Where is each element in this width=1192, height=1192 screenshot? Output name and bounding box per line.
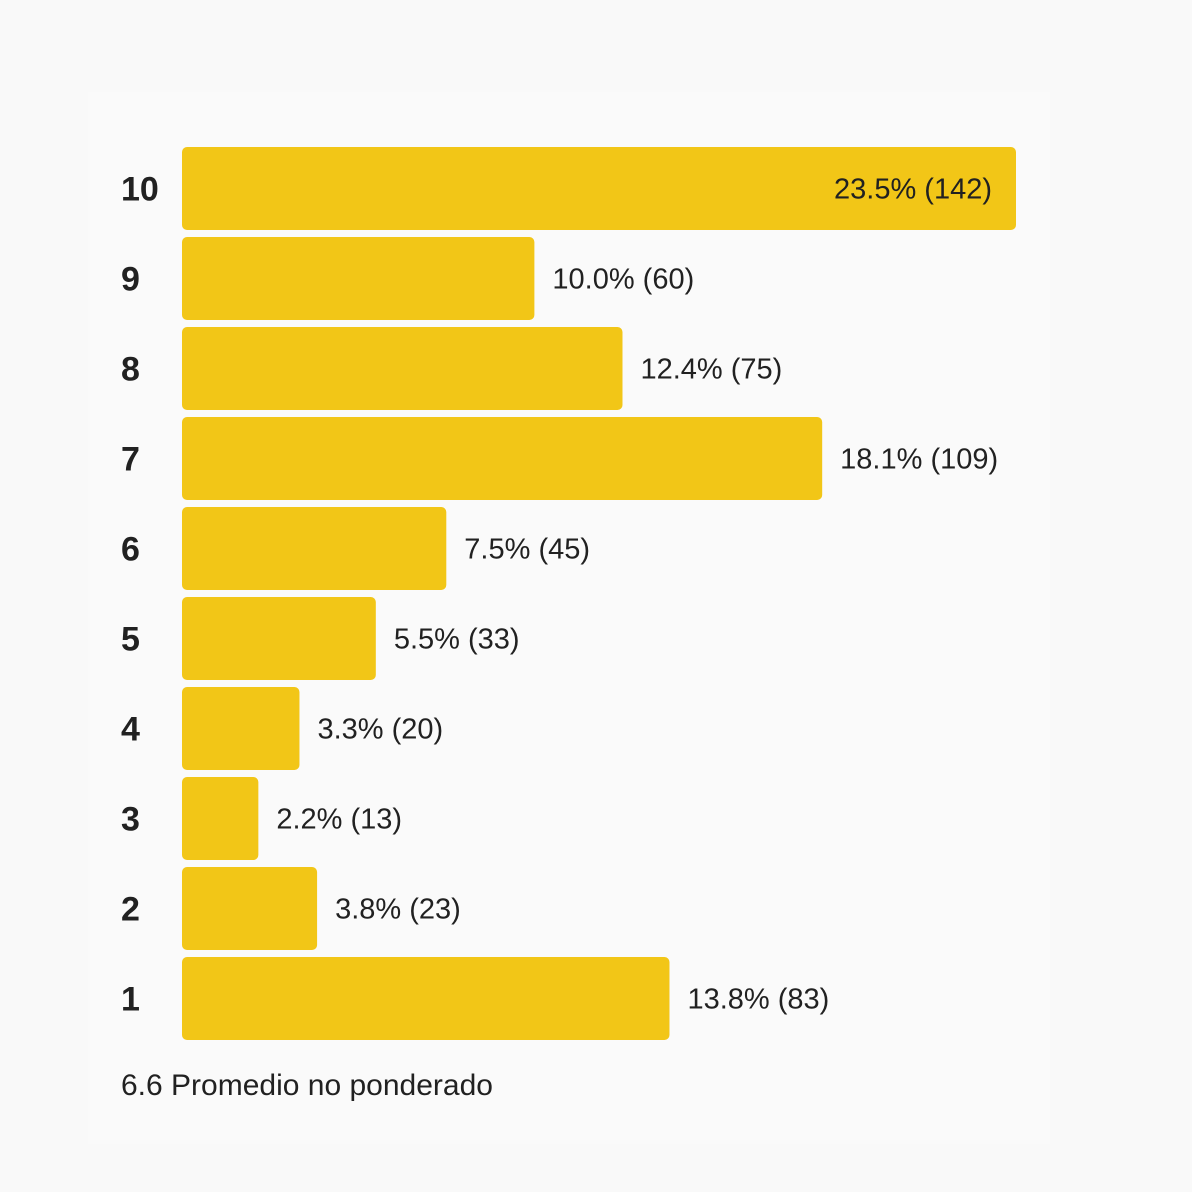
category-label: 3 (121, 801, 140, 839)
bar[interactable] (182, 867, 318, 950)
category-label: 8 (121, 351, 140, 389)
bar[interactable] (182, 687, 300, 770)
value-label: 3.8% (23) (335, 894, 461, 926)
category-label: 5 (121, 621, 140, 659)
category-label: 2 (121, 891, 140, 929)
value-label: 18.1% (109) (840, 444, 998, 476)
category-label: 6 (121, 531, 140, 569)
value-label: 12.4% (75) (640, 354, 782, 386)
value-label: 3.3% (20) (317, 714, 443, 746)
category-label: 1 (121, 981, 140, 1019)
bar[interactable] (182, 417, 823, 500)
category-label: 4 (121, 711, 140, 749)
value-label: 2.2% (13) (276, 804, 402, 836)
value-label: 13.8% (83) (687, 984, 829, 1016)
value-label: 7.5% (45) (464, 534, 590, 566)
bar[interactable] (182, 147, 1016, 230)
bar[interactable] (182, 957, 670, 1040)
value-label: 23.5% (142) (834, 174, 992, 206)
bar[interactable] (182, 327, 623, 410)
category-label: 7 (121, 441, 140, 479)
bar[interactable] (182, 777, 259, 860)
category-label: 10 (121, 171, 159, 209)
value-label: 10.0% (60) (552, 264, 694, 296)
bar[interactable] (182, 507, 447, 590)
bar[interactable] (182, 597, 376, 680)
category-label: 9 (121, 261, 140, 299)
unweighted-average-label: 6.6 Promedio no ponderado (121, 1069, 493, 1102)
value-label: 5.5% (33) (394, 624, 520, 656)
bar[interactable] (182, 237, 535, 320)
